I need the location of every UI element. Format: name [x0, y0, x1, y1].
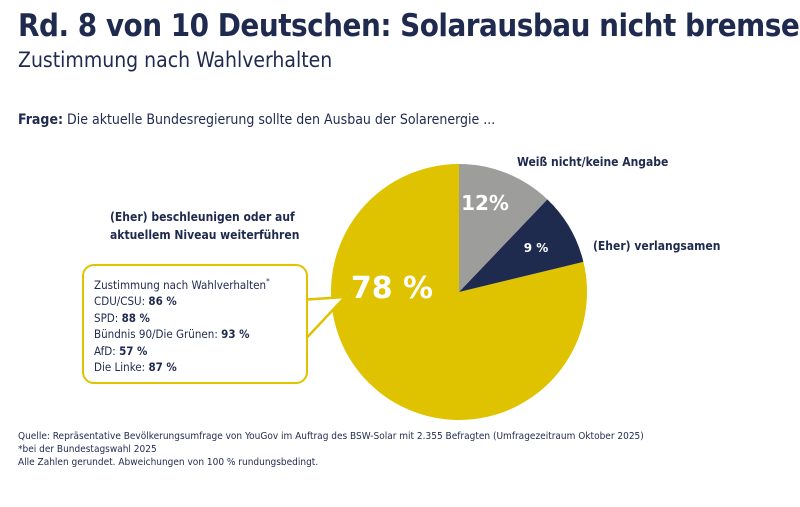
pie-slice [459, 199, 584, 292]
callout-row: Die Linke: 87 % [94, 359, 296, 376]
pie-slice [459, 164, 548, 292]
party-value: 57 % [119, 343, 148, 358]
slice-value-label: 12% [461, 191, 509, 215]
callout-box: Zustimmung nach Wahlverhalten* CDU/CSU: … [82, 264, 308, 384]
slice-label-accelerate: (Eher) beschleunigen oder auf aktuellem … [110, 210, 300, 242]
party-name: AfD: [94, 343, 116, 358]
party-name: CDU/CSU: [94, 294, 146, 309]
callout-row: SPD: 88 % [94, 310, 296, 327]
callout-row: Bündnis 90/Die Grünen: 93 % [94, 326, 296, 343]
callout-row: AfD: 57 % [94, 343, 296, 360]
page-title: Rd. 8 von 10 Deutschen: Solarausbau nich… [18, 8, 800, 44]
question-label: Frage: [18, 112, 64, 128]
slice-value-label: 9 % [524, 241, 549, 255]
party-value: 93 % [221, 327, 250, 342]
slice-label-dont-know: Weiß nicht/keine Angabe [517, 155, 669, 169]
footnote-marker: * [266, 277, 270, 286]
footer-note: Alle Zahlen gerundet. Abweichungen von 1… [18, 457, 319, 468]
slice-label-slow-down: (Eher) verlangsamen [593, 239, 721, 253]
question: Frage: Die aktuelle Bundesregierung soll… [18, 112, 495, 128]
footer-footnote: *bei der Bundestagswahl 2025 [18, 444, 157, 455]
party-name: Bündnis 90/Die Grünen: [94, 327, 218, 342]
page-subtitle: Zustimmung nach Wahlverhalten [18, 48, 333, 72]
party-name: Die Linke: [94, 360, 146, 375]
slice-value-label: 78 % [351, 271, 433, 306]
party-value: 88 % [121, 310, 150, 325]
callout-row: CDU/CSU: 86 % [94, 293, 296, 310]
party-value: 87 % [148, 360, 177, 375]
question-text: Die aktuelle Bundesregierung sollte den … [67, 112, 496, 128]
footer-source: Quelle: Repräsentative Bevölkerungsumfra… [18, 431, 644, 442]
party-value: 86 % [148, 294, 177, 309]
callout-heading: Zustimmung nach Wahlverhalten* [94, 277, 270, 292]
party-name: SPD: [94, 310, 119, 325]
